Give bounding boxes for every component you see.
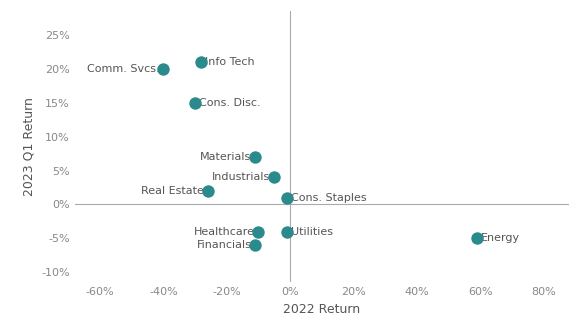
- Text: Cons. Disc.: Cons. Disc.: [199, 98, 260, 108]
- Text: Materials: Materials: [200, 152, 252, 162]
- Point: [190, 100, 200, 105]
- Point: [251, 154, 260, 160]
- Point: [282, 195, 292, 200]
- Text: Real Estate: Real Estate: [141, 186, 204, 196]
- Text: Industrials: Industrials: [212, 172, 270, 182]
- Point: [270, 175, 279, 180]
- Point: [282, 229, 292, 234]
- Point: [251, 243, 260, 248]
- Point: [203, 188, 212, 194]
- Text: Cons. Staples: Cons. Staples: [291, 193, 367, 203]
- Point: [197, 60, 206, 65]
- Y-axis label: 2023 Q1 Return: 2023 Q1 Return: [23, 97, 36, 196]
- Point: [254, 229, 263, 234]
- Text: Comm. Svcs.: Comm. Svcs.: [87, 64, 160, 74]
- Text: Utilities: Utilities: [291, 227, 333, 237]
- Text: Energy: Energy: [481, 233, 520, 243]
- Point: [472, 236, 481, 241]
- Text: Info Tech: Info Tech: [205, 57, 255, 67]
- Text: Healthcare: Healthcare: [194, 227, 255, 237]
- Point: [159, 66, 168, 71]
- X-axis label: 2022 Return: 2022 Return: [283, 303, 360, 316]
- Text: Financials: Financials: [197, 240, 252, 250]
